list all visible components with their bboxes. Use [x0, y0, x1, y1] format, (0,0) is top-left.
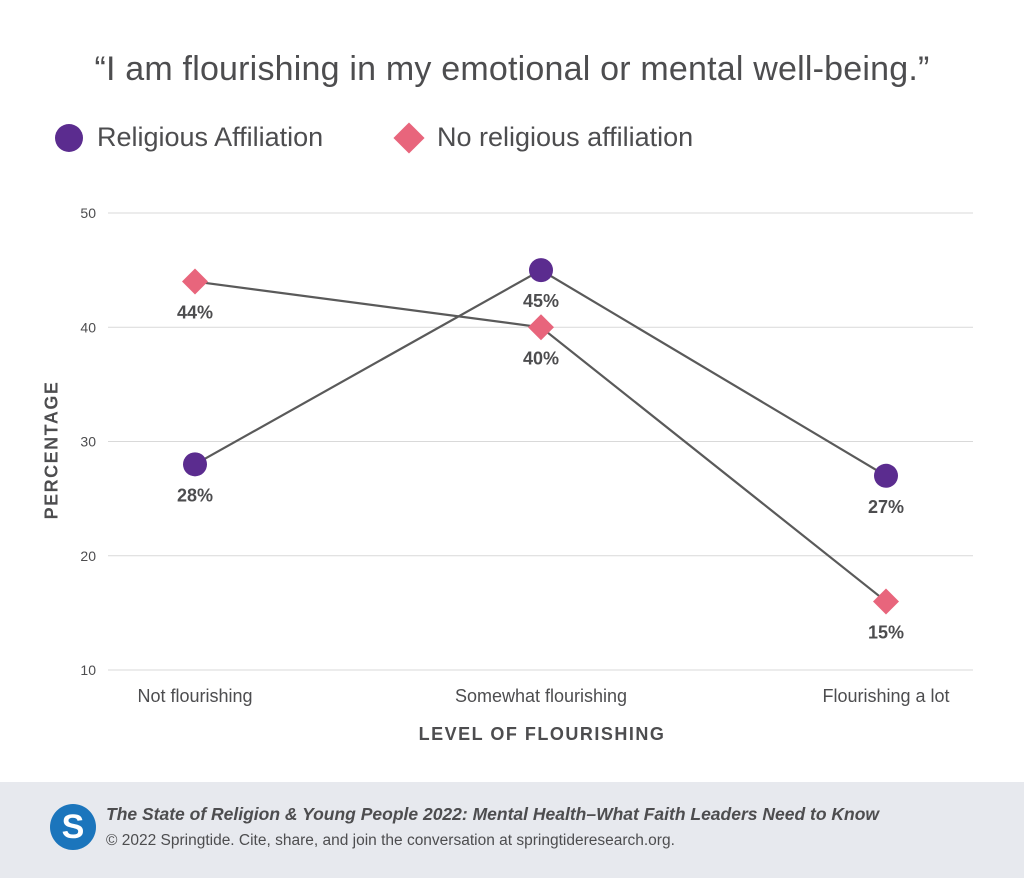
data-label: 27%	[868, 497, 904, 517]
line-chart: 10 20 30 40 50 Not flourishing Somewhat flouri…	[80, 205, 973, 706]
footer-copyright: © 2022 Springtide. Cite, share, and join…	[106, 832, 675, 849]
x-axis-title: LEVEL OF FLOURISHING	[418, 724, 666, 744]
legend-circle-marker	[55, 123, 83, 152]
footer-citation: The State of Religion & Young People 202…	[106, 804, 880, 824]
data-point-no-religious-affiliation	[873, 588, 899, 615]
y-tick-label: 50	[80, 205, 96, 221]
y-tick-label: 40	[80, 319, 96, 335]
springtide-logo: S	[50, 804, 96, 850]
data-label: 28%	[177, 485, 213, 505]
x-tick-label: Not flourishing	[137, 686, 252, 706]
x-tick-label: Somewhat flourishing	[455, 686, 627, 706]
y-axis-title: PERCENTAGE	[41, 380, 62, 520]
y-tick-label: 10	[80, 662, 96, 678]
legend-item-religious-affiliation: Religious Affiliation	[55, 122, 323, 153]
data-label: 45%	[523, 291, 559, 311]
legend-label-religious-affiliation: Religious Affiliation	[97, 122, 324, 152]
y-tick-label: 30	[80, 434, 96, 450]
legend-label-no-religious-affiliation: No religious affiliation	[437, 122, 694, 152]
data-label: 44%	[177, 303, 213, 323]
data-point-religious-affiliation	[529, 258, 553, 283]
data-label: 40%	[523, 348, 559, 368]
chart-title: “I am flourishing in my emotional or men…	[94, 50, 930, 88]
y-tick-label: 20	[80, 548, 96, 564]
legend-item-no-religious-affiliation: No religious affiliation	[393, 121, 694, 154]
data-point-no-religious-affiliation	[182, 268, 208, 295]
data-label: 15%	[868, 622, 904, 642]
footer: S The State of Religion & Young People 2…	[0, 782, 1024, 878]
data-point-religious-affiliation	[183, 452, 207, 477]
data-point-religious-affiliation	[874, 463, 898, 488]
x-tick-label: Flourishing a lot	[822, 686, 949, 706]
data-point-no-religious-affiliation	[528, 314, 554, 341]
